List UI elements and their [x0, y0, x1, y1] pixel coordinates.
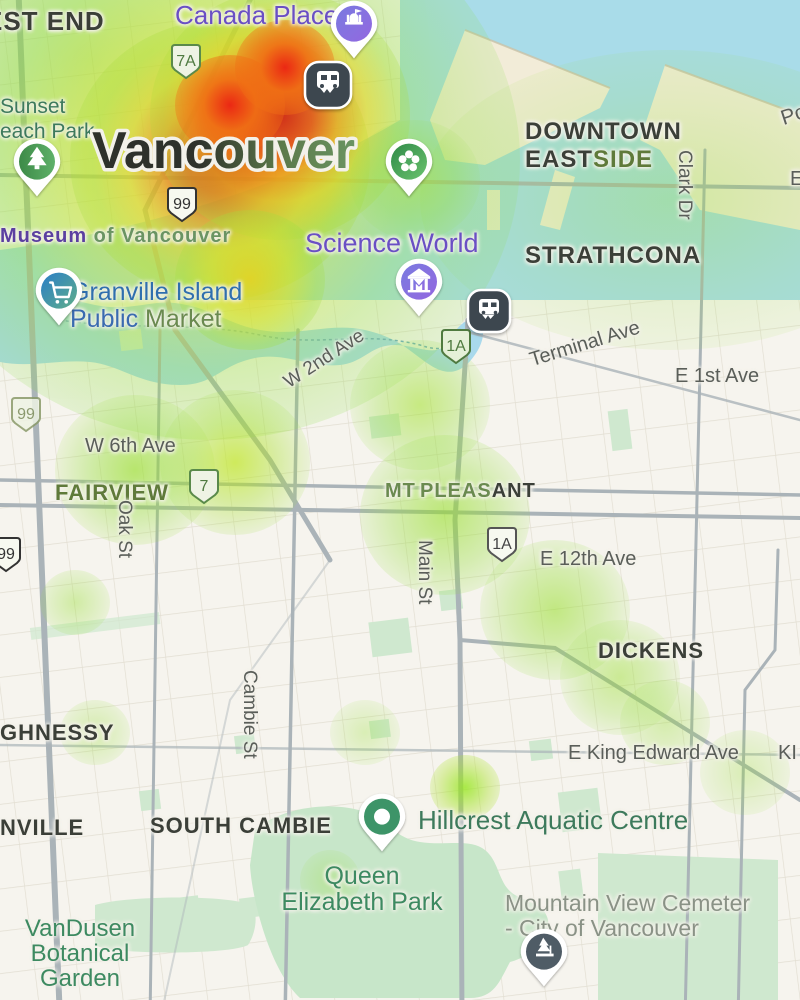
svg-text:7A: 7A: [176, 53, 196, 70]
svg-text:99: 99: [17, 406, 35, 423]
svg-text:1A: 1A: [446, 338, 466, 355]
svg-text:1A: 1A: [492, 536, 512, 553]
svg-text:7: 7: [200, 478, 209, 495]
svg-text:99: 99: [0, 546, 15, 563]
svg-text:99: 99: [173, 196, 191, 213]
